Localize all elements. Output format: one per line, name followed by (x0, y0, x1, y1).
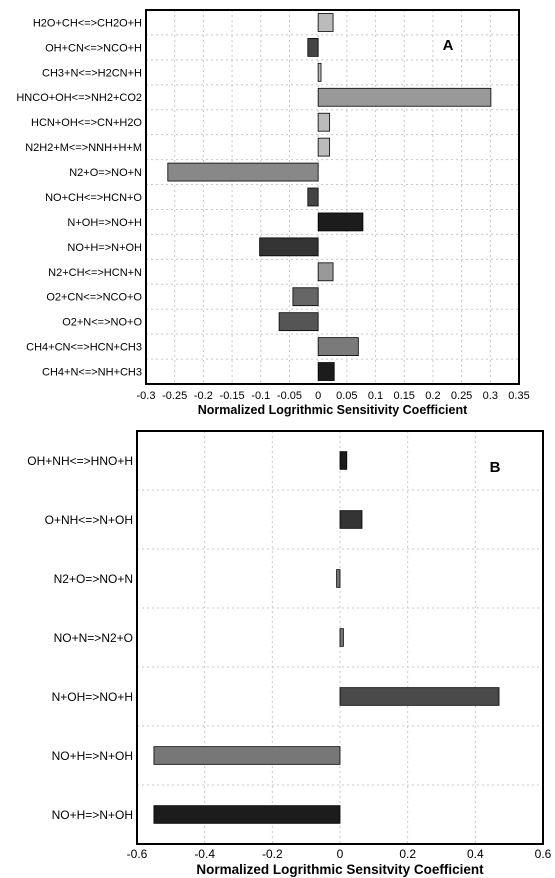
category-label: N2H2+M<=>NNH+H+M (25, 142, 142, 154)
category-label: O2+CN<=>NCO+O (46, 292, 142, 304)
x-tick-label: 0.4 (467, 847, 484, 861)
category-label: N2+O=>NO+N (54, 572, 133, 586)
x-tick-label: 0.3 (483, 390, 498, 402)
bar (153, 746, 341, 765)
category-label: O+NH<=>N+OH (45, 513, 133, 527)
bar (278, 312, 319, 332)
bar (317, 62, 322, 82)
bar (336, 569, 341, 588)
x-tick-label: -0.2 (262, 847, 283, 861)
panel-label: B (490, 459, 501, 476)
x-tick-label: 0.35 (508, 390, 529, 402)
panel-label: A (443, 37, 454, 54)
category-label: CH4+CN<=>HCN+CH3 (26, 342, 142, 354)
bar (339, 687, 500, 706)
bar (339, 451, 348, 470)
x-tick-label: -0.05 (277, 390, 302, 402)
bar (317, 13, 334, 32)
bar (317, 112, 331, 132)
x-tick-label: 0.2 (425, 390, 440, 402)
category-label: HCN+OH<=>CN+H2O (31, 117, 142, 129)
x-tick-label: -0.25 (162, 390, 187, 402)
category-label: N+OH=>NO+H (52, 690, 133, 704)
category-label: OH+NH<=>HNO+H (27, 454, 133, 468)
x-axis-title: Normalized Logrithmic Sensitvity Coeffic… (196, 862, 484, 877)
category-label: OH+CN<=>NCO+H (45, 42, 142, 54)
bar (167, 162, 319, 182)
bar (317, 362, 335, 381)
category-label: N2+CH<=>HCN+N (48, 267, 142, 279)
category-label: CH3+N<=>H2CN+H (42, 67, 142, 79)
bar (259, 237, 319, 257)
x-tick-label: 0 (337, 847, 344, 861)
x-tick-label: 0 (315, 390, 321, 402)
bar (153, 805, 341, 824)
category-label: HNCO+OH<=>NH2+CO2 (16, 92, 142, 104)
category-label: NO+N=>N2+O (54, 631, 133, 645)
bar (307, 38, 319, 57)
category-label: NO+H=>N+OH (52, 749, 133, 763)
bar (339, 510, 363, 529)
category-label: NO+H=>N+OH (67, 242, 142, 254)
x-tick-label: 0.15 (394, 390, 415, 402)
bar (317, 262, 334, 282)
bar (307, 187, 319, 207)
x-tick-label: -0.2 (194, 390, 213, 402)
bar (317, 87, 492, 107)
x-tick-label: -0.15 (220, 390, 245, 402)
category-label: CH4+N<=>NH+CH3 (42, 366, 142, 378)
x-axis-title: Normalized Logrithmic Sensitivity Coeffi… (198, 403, 468, 417)
category-label: O2+N<=>NO+O (62, 317, 142, 329)
x-tick-label: 0.6 (535, 847, 552, 861)
x-tick-label: -0.3 (137, 390, 156, 402)
x-tick-label: -0.4 (194, 847, 215, 861)
x-tick-label: 0.05 (336, 390, 357, 402)
category-label: N2+O=>NO+N (69, 167, 142, 179)
bar (339, 628, 344, 647)
x-tick-label: 0.2 (399, 847, 416, 861)
bar (317, 137, 331, 157)
category-label: N+OH=>NO+H (67, 217, 142, 229)
bar (317, 212, 364, 232)
x-tick-label: -0.1 (251, 390, 270, 402)
category-label: NO+H=>N+OH (52, 808, 133, 822)
x-tick-label: 0.25 (451, 390, 472, 402)
plot-frame (136, 430, 544, 845)
plot-frame (145, 9, 520, 385)
bar (317, 337, 359, 356)
x-tick-label: -0.6 (127, 847, 148, 861)
category-label: H2O+CH<=>CH2O+H (33, 17, 142, 29)
bar (292, 287, 319, 307)
category-label: NO+CH<=>HCN+O (45, 192, 142, 204)
x-tick-label: 0.1 (368, 390, 383, 402)
